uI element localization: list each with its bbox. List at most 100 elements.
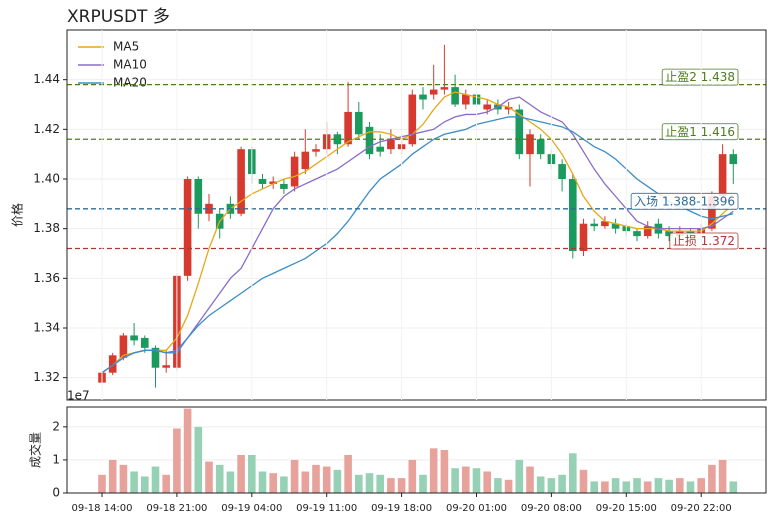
candle-body: [462, 94, 470, 105]
volume-bar: [205, 461, 213, 493]
volume-bar: [119, 464, 128, 493]
level-label-box: [661, 68, 739, 86]
x-tick-label: 09-19 04:00: [221, 503, 282, 514]
candle-body: [633, 231, 641, 237]
volume-bar: [365, 473, 374, 493]
candle-body: [419, 94, 427, 100]
x-tick-label: 09-20 01:00: [446, 503, 507, 514]
y-tick-label: 0: [52, 486, 60, 500]
volume-bar: [611, 478, 620, 493]
level-label-box: [630, 192, 739, 210]
x-tick-label: 09-20 08:00: [521, 503, 582, 514]
volume-bar: [429, 448, 438, 493]
candle-body: [536, 139, 545, 155]
volume-bar: [515, 459, 524, 493]
volume-bar: [569, 453, 577, 493]
candle-body: [686, 231, 695, 234]
volume-bar: [269, 473, 277, 493]
volume-bar: [248, 454, 256, 493]
offset-label: 1e7: [67, 389, 90, 403]
level-label-box: [661, 123, 739, 141]
candle-body: [355, 111, 363, 135]
volume-bar: [226, 471, 235, 493]
candle-body: [280, 183, 288, 189]
volume-bar: [633, 478, 641, 493]
volume-bar: [654, 478, 663, 493]
volume-bar: [344, 454, 352, 493]
volume-bar: [472, 468, 481, 493]
candle-body: [601, 221, 609, 227]
plot-frame: [66, 406, 767, 494]
candle-body: [301, 151, 310, 170]
volume-bar: [718, 459, 727, 493]
volume-bar: [708, 464, 716, 493]
volume-bar: [237, 454, 245, 493]
x-tick-label: 09-19 18:00: [371, 503, 432, 514]
volume-bar: [333, 469, 342, 493]
candle-body: [387, 139, 395, 150]
y-tick-label: 1.34: [33, 320, 60, 334]
candle-body: [151, 347, 160, 368]
legend-label: MA20: [113, 76, 147, 90]
volume-bar: [558, 474, 566, 493]
volume-bar: [686, 481, 695, 493]
volume-bar: [536, 476, 545, 493]
candle-body: [451, 87, 459, 105]
volume-bar: [355, 474, 363, 493]
candle-body: [429, 89, 438, 95]
level-label: 止盈1 1.416: [665, 125, 735, 139]
candle-body: [290, 156, 299, 187]
volume-bar: [130, 471, 138, 493]
candle-body: [611, 223, 620, 229]
volume-bar: [547, 478, 556, 493]
volume-bar: [194, 426, 203, 493]
x-tick-label: 09-19 11:00: [296, 503, 357, 514]
y-tick-label: 2: [52, 419, 60, 433]
volume-bar: [183, 408, 192, 493]
volume-bar: [280, 476, 288, 493]
candle-body: [258, 178, 267, 184]
x-tick-label: 09-20 22:00: [671, 503, 732, 514]
candle-body: [515, 109, 524, 155]
level-label: 入场 1.388-1.396: [634, 194, 735, 208]
volume-bar: [408, 459, 417, 493]
ma-line: [101, 116, 734, 374]
candle-body: [344, 111, 352, 145]
candle-body: [483, 104, 491, 110]
volume-bar: [504, 479, 513, 493]
x-tick-label: 09-20 15:00: [596, 503, 657, 514]
volume-bar: [258, 471, 267, 493]
ma-line: [101, 96, 734, 374]
volume-bar: [290, 459, 299, 493]
volume-bar: [322, 466, 331, 493]
volume-bar: [440, 450, 449, 493]
x-tick-label: 09-18 21:00: [146, 503, 207, 514]
candle-body: [504, 106, 513, 110]
candle-body: [590, 223, 598, 227]
candle-body: [643, 226, 652, 237]
candle-body: [237, 149, 245, 214]
plot-frame: [66, 29, 767, 401]
volume-bar: [494, 478, 502, 493]
candle-body: [333, 134, 342, 145]
candle-body: [119, 335, 128, 358]
volume-bar: [301, 471, 310, 493]
volume-bar: [526, 466, 534, 493]
candle-body: [162, 365, 170, 368]
y-axis-label: 成交量: [28, 432, 43, 468]
candle-body: [141, 337, 149, 348]
volume-bar: [397, 478, 406, 493]
y-tick-label: 1.40: [33, 171, 60, 185]
volume-bar: [141, 476, 149, 493]
candle-body: [194, 178, 203, 214]
candle-body: [569, 178, 577, 252]
candle-body: [312, 149, 320, 152]
candle-body: [440, 87, 449, 90]
volume-bar: [665, 479, 673, 493]
candle-body: [108, 355, 117, 373]
candle-body: [205, 203, 213, 214]
volume-bar: [579, 469, 588, 493]
level-label-box: [669, 232, 739, 250]
candle-body: [183, 178, 192, 276]
